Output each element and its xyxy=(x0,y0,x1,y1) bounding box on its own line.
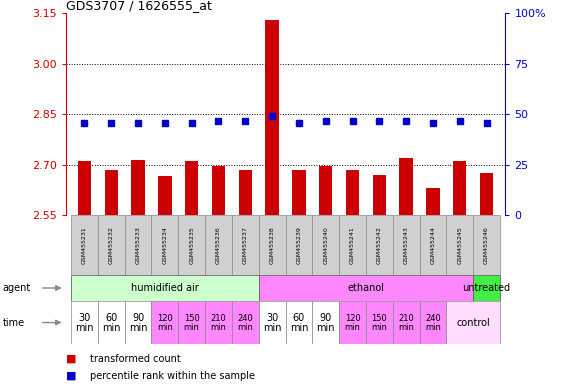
Text: 60
min: 60 min xyxy=(289,313,308,333)
Bar xyxy=(473,275,500,301)
Bar xyxy=(339,215,366,275)
Bar xyxy=(178,215,205,275)
Bar xyxy=(232,215,259,275)
Bar xyxy=(366,301,393,344)
Text: GSM455240: GSM455240 xyxy=(323,226,328,264)
Bar xyxy=(178,301,205,344)
Bar xyxy=(453,161,467,215)
Bar xyxy=(98,301,124,344)
Bar xyxy=(158,176,171,215)
Bar xyxy=(312,301,339,344)
Text: agent: agent xyxy=(3,283,31,293)
Text: humidified air: humidified air xyxy=(131,283,199,293)
Bar xyxy=(205,301,232,344)
Bar xyxy=(124,301,151,344)
Bar xyxy=(447,301,500,344)
Bar xyxy=(473,215,500,275)
Bar xyxy=(205,215,232,275)
Bar xyxy=(259,275,473,301)
Bar xyxy=(393,301,420,344)
Bar xyxy=(286,301,312,344)
Bar xyxy=(266,20,279,215)
Text: 210
min: 210 min xyxy=(211,314,227,331)
Bar xyxy=(447,215,473,275)
Bar xyxy=(104,170,118,215)
Bar xyxy=(98,215,124,275)
Text: GSM455234: GSM455234 xyxy=(162,226,167,264)
Text: 30
min: 30 min xyxy=(263,313,282,333)
Text: GSM455239: GSM455239 xyxy=(296,226,301,264)
Text: transformed count: transformed count xyxy=(90,354,180,364)
Bar xyxy=(339,301,366,344)
Bar xyxy=(292,170,305,215)
Bar xyxy=(259,215,286,275)
Bar xyxy=(185,161,198,215)
Text: GSM455242: GSM455242 xyxy=(377,226,382,264)
Bar xyxy=(420,215,447,275)
Text: GSM455243: GSM455243 xyxy=(404,226,409,264)
Text: GDS3707 / 1626555_at: GDS3707 / 1626555_at xyxy=(66,0,211,12)
Bar xyxy=(346,170,359,215)
Text: 150
min: 150 min xyxy=(184,314,200,331)
Bar xyxy=(480,173,493,215)
Bar xyxy=(71,215,98,275)
Text: GSM455231: GSM455231 xyxy=(82,226,87,264)
Bar xyxy=(71,301,98,344)
Text: GSM455246: GSM455246 xyxy=(484,226,489,264)
Bar xyxy=(71,275,259,301)
Bar xyxy=(393,215,420,275)
Text: control: control xyxy=(456,318,490,328)
Text: 240
min: 240 min xyxy=(238,314,253,331)
Text: 60
min: 60 min xyxy=(102,313,120,333)
Bar xyxy=(239,170,252,215)
Text: ■: ■ xyxy=(66,354,76,364)
Text: 90
min: 90 min xyxy=(129,313,147,333)
Bar xyxy=(400,158,413,215)
Bar xyxy=(426,188,440,215)
Text: GSM455244: GSM455244 xyxy=(431,226,436,264)
Text: GSM455245: GSM455245 xyxy=(457,226,463,264)
Bar xyxy=(259,301,286,344)
Bar xyxy=(319,166,332,215)
Bar xyxy=(124,215,151,275)
Text: 150
min: 150 min xyxy=(371,314,387,331)
Bar xyxy=(232,301,259,344)
Text: GSM455241: GSM455241 xyxy=(350,226,355,264)
Text: 240
min: 240 min xyxy=(425,314,441,331)
Text: untreated: untreated xyxy=(463,283,510,293)
Bar xyxy=(212,166,225,215)
Text: percentile rank within the sample: percentile rank within the sample xyxy=(90,371,255,381)
Bar xyxy=(78,161,91,215)
Bar xyxy=(151,301,178,344)
Text: GSM455237: GSM455237 xyxy=(243,226,248,264)
Text: 90
min: 90 min xyxy=(316,313,335,333)
Text: GSM455238: GSM455238 xyxy=(270,226,275,264)
Text: 30
min: 30 min xyxy=(75,313,94,333)
Bar xyxy=(366,215,393,275)
Text: 120
min: 120 min xyxy=(157,314,173,331)
Text: 210
min: 210 min xyxy=(398,314,414,331)
Bar xyxy=(373,175,386,215)
Bar xyxy=(151,215,178,275)
Bar xyxy=(420,301,447,344)
Text: ■: ■ xyxy=(66,371,76,381)
Text: GSM455233: GSM455233 xyxy=(135,226,140,264)
Bar xyxy=(312,215,339,275)
Bar xyxy=(286,215,312,275)
Bar xyxy=(131,160,145,215)
Text: 120
min: 120 min xyxy=(344,314,360,331)
Text: time: time xyxy=(3,318,25,328)
Text: GSM455232: GSM455232 xyxy=(108,226,114,264)
Text: GSM455235: GSM455235 xyxy=(189,226,194,264)
Text: ethanol: ethanol xyxy=(347,283,384,293)
Text: GSM455236: GSM455236 xyxy=(216,226,221,264)
